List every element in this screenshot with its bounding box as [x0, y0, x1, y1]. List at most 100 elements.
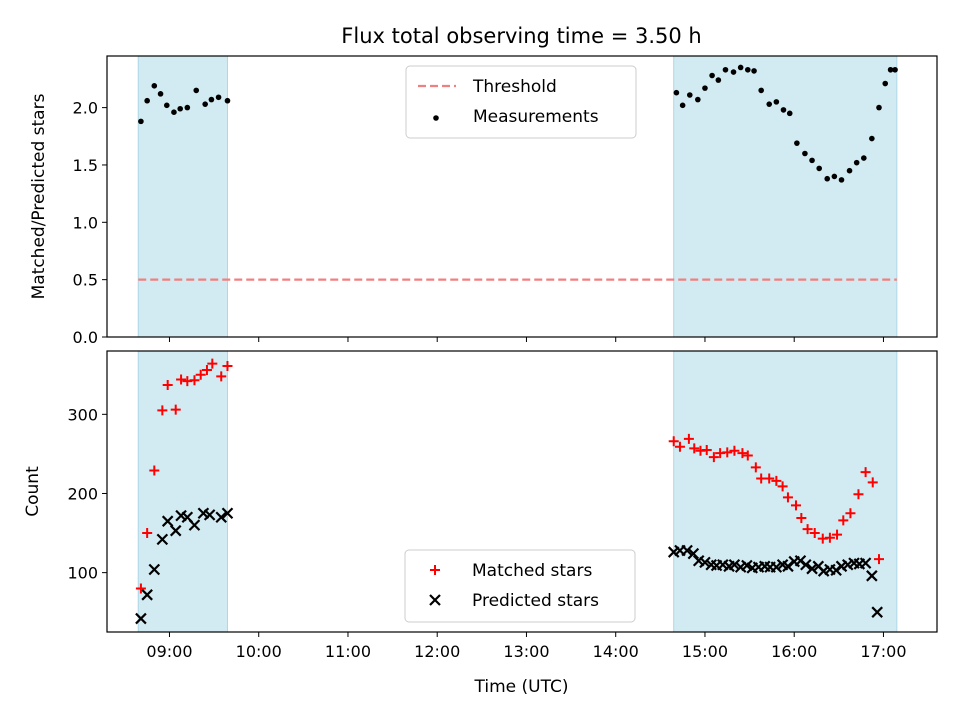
measurement-point	[171, 109, 177, 115]
matched-point	[135, 583, 146, 594]
matched-point	[222, 361, 233, 372]
observing-window-0	[137, 55, 228, 338]
y-tick-label: 0.5	[73, 271, 98, 290]
y-tick-label: 2.0	[73, 99, 98, 118]
predicted-point	[699, 556, 711, 569]
measurement-point	[853, 159, 860, 166]
measurement-point	[695, 96, 701, 103]
x-axis-label: Time (UTC)	[474, 677, 569, 697]
matched-point	[809, 528, 820, 539]
predicted-point	[221, 507, 234, 520]
legend-label: Threshold	[472, 77, 557, 97]
matched-point	[838, 515, 849, 526]
y-axis-label: Count	[23, 466, 43, 517]
measurement-point	[202, 101, 208, 107]
measurement-point	[824, 175, 831, 182]
measurement-point	[144, 97, 150, 104]
matched-point	[764, 473, 775, 484]
measurement-point	[157, 91, 164, 97]
measurement-point	[679, 102, 686, 109]
matched-point	[149, 465, 160, 476]
measurement-point	[702, 85, 708, 91]
measurement-point	[722, 66, 729, 73]
matched-point	[708, 452, 719, 463]
predicted-point	[135, 612, 147, 625]
measurement-point	[184, 104, 191, 111]
matched-point	[195, 369, 206, 380]
legend-box	[405, 65, 637, 139]
predicted-point	[770, 561, 783, 573]
measurement-point	[163, 102, 170, 109]
matched-point	[750, 462, 761, 473]
measurement-point	[751, 68, 757, 74]
predicted-point	[871, 606, 883, 618]
matched-point	[201, 364, 212, 375]
matched-point	[216, 371, 227, 382]
matched-point	[845, 508, 856, 519]
y-axis-label: Matched/Predicted stars	[29, 93, 49, 299]
axes-frame	[106, 55, 938, 338]
legend-label: Matched stars	[472, 561, 592, 581]
measurement-point	[673, 89, 680, 96]
y-tick-label: 1.5	[73, 156, 98, 175]
predicted-point	[687, 547, 700, 560]
y-tick-label: 1.0	[73, 213, 98, 232]
measurement-point	[730, 69, 737, 75]
x-tick-label: 16:00	[771, 642, 817, 661]
predicted-point	[188, 519, 201, 531]
x-tick-label: 17:00	[860, 642, 906, 661]
measurement-point	[846, 167, 853, 174]
axes-frame	[106, 350, 938, 633]
matched-point	[142, 528, 153, 539]
measurement-point	[780, 107, 787, 113]
measurement-point	[802, 150, 808, 157]
measurement-point	[838, 177, 845, 183]
x-tick-label: 14:00	[593, 642, 639, 661]
observing-window-0	[137, 350, 228, 633]
measurement-point	[224, 97, 231, 104]
matched-point	[207, 358, 218, 369]
matched-point	[689, 443, 700, 454]
predicted-point	[866, 570, 878, 582]
matched-point	[771, 475, 782, 486]
predicted-point	[859, 557, 872, 569]
predicted-point	[169, 524, 182, 537]
matched-point	[722, 447, 733, 458]
measurement-point	[786, 110, 793, 117]
predicted-point	[681, 544, 693, 557]
measurement-point	[715, 77, 722, 83]
measurement-point	[138, 118, 144, 125]
measurement-point	[208, 96, 215, 103]
matched-point	[170, 404, 181, 415]
matched-point	[668, 436, 679, 447]
matched-point	[683, 433, 694, 444]
top-panel: 0.0 0.5 1.0 1.5 2.0 Matched/Predicted stars Th…	[29, 55, 938, 347]
y-tick-label: 0.0	[73, 328, 98, 347]
x-tick-label: 12:00	[414, 642, 460, 661]
legend-box	[404, 549, 636, 623]
measurement-point	[773, 99, 780, 105]
measurement-point	[177, 105, 183, 112]
x-tick-label: 15:00	[682, 642, 728, 661]
matched-point	[176, 374, 187, 385]
measurement-point	[869, 135, 875, 142]
predicted-point	[215, 511, 228, 524]
legend-measurement-swatch	[433, 115, 439, 121]
measurement-point	[831, 173, 838, 180]
measurement-point	[686, 92, 693, 98]
measurement-point	[794, 140, 800, 146]
predicted-point	[141, 589, 153, 601]
x-tick-label: 13:00	[503, 642, 549, 661]
measurement-point	[709, 72, 715, 79]
legend: Threshold Measurements	[405, 65, 637, 139]
legend-predicted-swatch	[429, 594, 441, 606]
matched-point	[824, 532, 835, 543]
matched-point	[860, 467, 871, 478]
measurement-point	[758, 87, 764, 94]
measurement-point	[876, 104, 882, 111]
matched-point	[674, 441, 685, 452]
predicted-point	[156, 533, 169, 546]
legend-label: Measurements	[473, 107, 599, 127]
matched-point	[832, 529, 843, 540]
